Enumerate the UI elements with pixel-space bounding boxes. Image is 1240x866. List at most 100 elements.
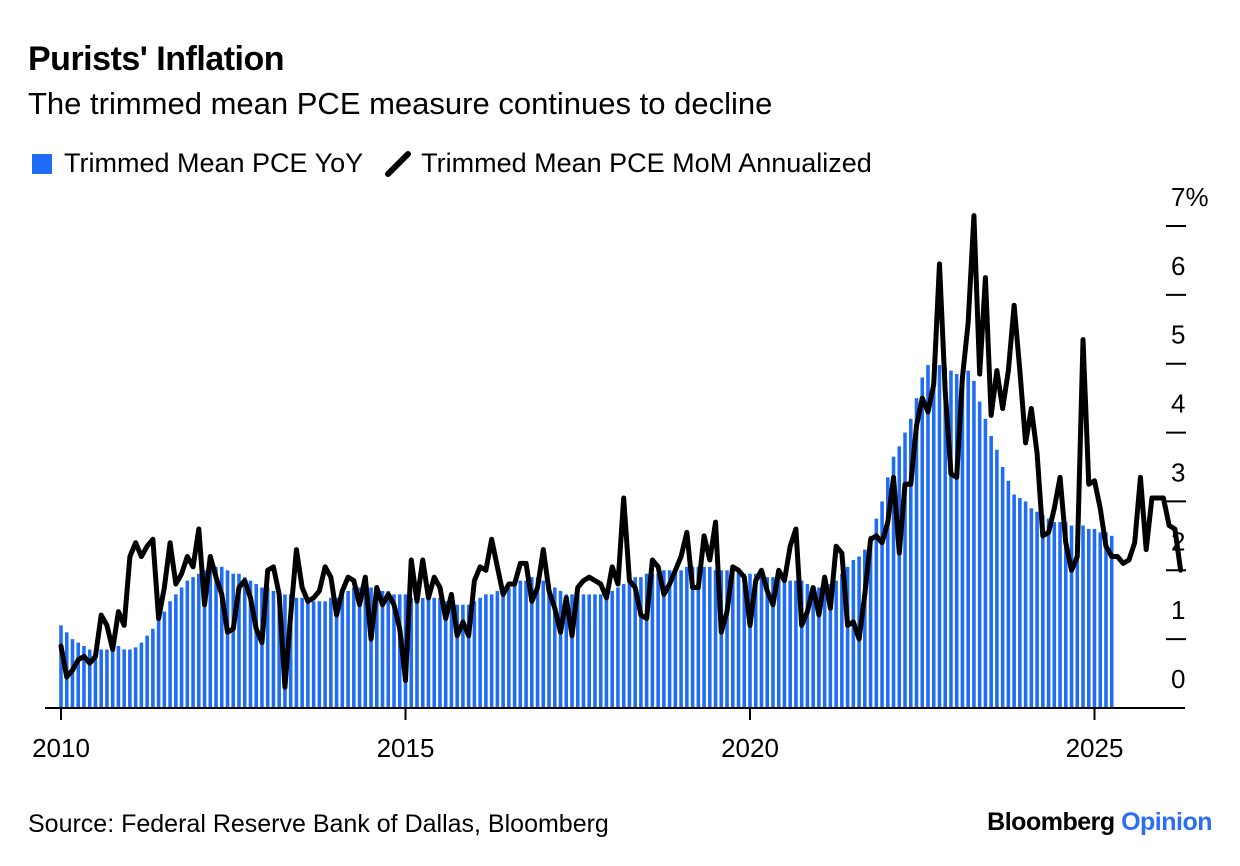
bar	[306, 601, 310, 708]
bar	[845, 566, 850, 708]
bar	[771, 577, 775, 708]
bar	[851, 559, 856, 708]
bar	[443, 601, 448, 708]
bar	[179, 587, 184, 708]
bar	[1029, 508, 1034, 708]
brand-opinion: Opinion	[1121, 808, 1212, 836]
legend-bar-swatch	[32, 153, 52, 174]
bar	[248, 580, 253, 708]
bar	[185, 580, 190, 708]
bar	[702, 566, 706, 708]
bar	[685, 566, 689, 708]
bar	[449, 601, 454, 708]
bar	[1109, 535, 1114, 708]
bar	[392, 594, 396, 708]
bar	[380, 590, 385, 708]
bar	[375, 590, 379, 708]
bar	[920, 377, 925, 708]
bar	[598, 594, 603, 708]
bar	[191, 577, 195, 708]
bar	[1075, 525, 1080, 708]
legend: Trimmed Mean PCE YoY Trimmed Mean PCE Mo…	[32, 148, 872, 179]
bar	[748, 573, 752, 708]
bar	[512, 584, 517, 708]
bar	[484, 594, 488, 708]
bar	[627, 580, 632, 708]
bar	[679, 570, 683, 708]
bar	[840, 573, 844, 708]
bar	[960, 377, 965, 708]
bar	[260, 587, 264, 708]
bar	[949, 370, 953, 708]
bar	[903, 432, 907, 708]
bar	[587, 594, 592, 708]
bar	[495, 590, 500, 708]
bar	[868, 535, 873, 708]
bar	[989, 436, 993, 708]
bar	[943, 367, 947, 708]
bar	[277, 590, 281, 708]
bar	[524, 580, 528, 708]
bar	[914, 398, 919, 708]
bar	[822, 587, 827, 708]
bar	[736, 570, 741, 708]
bar	[690, 566, 695, 708]
bar	[719, 570, 724, 708]
bar	[1098, 532, 1103, 708]
bar	[742, 573, 747, 708]
x-tick-label: 2010	[32, 733, 90, 763]
bar	[1086, 528, 1091, 708]
bar	[288, 594, 293, 708]
bar	[1018, 497, 1022, 708]
bar	[231, 573, 236, 708]
bar	[415, 597, 419, 708]
bar	[633, 577, 637, 708]
bar	[834, 580, 838, 708]
bar	[99, 649, 103, 708]
bar	[219, 566, 224, 708]
bar	[817, 587, 821, 708]
bar	[225, 570, 230, 708]
bar	[644, 573, 649, 708]
bar	[151, 628, 155, 708]
bar	[776, 577, 781, 708]
bar	[145, 635, 149, 708]
bar	[874, 518, 879, 708]
y-tick-label: 4	[1171, 389, 1185, 419]
bar	[553, 587, 557, 708]
bar	[409, 597, 414, 708]
bar	[87, 649, 92, 708]
bar	[575, 594, 580, 708]
bar	[725, 570, 729, 708]
bar	[908, 418, 913, 708]
bar	[811, 587, 815, 708]
legend-line-swatch	[385, 150, 412, 177]
bar	[271, 590, 276, 708]
x-axis: 2010 2015 2020 2025	[32, 707, 1185, 763]
bar	[593, 594, 597, 708]
bar	[472, 601, 477, 708]
bar	[311, 601, 316, 708]
bar	[662, 570, 666, 708]
bar	[570, 594, 574, 708]
bar	[352, 587, 356, 708]
bar	[116, 646, 121, 708]
bar	[535, 577, 540, 708]
bar	[489, 594, 494, 708]
bar	[363, 587, 368, 708]
bar	[880, 501, 884, 708]
bar	[133, 647, 138, 708]
bar	[110, 646, 115, 708]
bar	[162, 611, 167, 708]
bar	[334, 597, 339, 708]
bar	[329, 597, 333, 708]
bar	[972, 380, 976, 708]
bar	[886, 477, 890, 708]
bar	[432, 597, 436, 708]
bar	[1081, 525, 1085, 708]
y-tick-label: 7%	[1171, 182, 1209, 212]
source-note: Source: Federal Reserve Bank of Dallas, …	[28, 810, 609, 838]
bar	[954, 374, 959, 708]
bar	[518, 580, 523, 708]
